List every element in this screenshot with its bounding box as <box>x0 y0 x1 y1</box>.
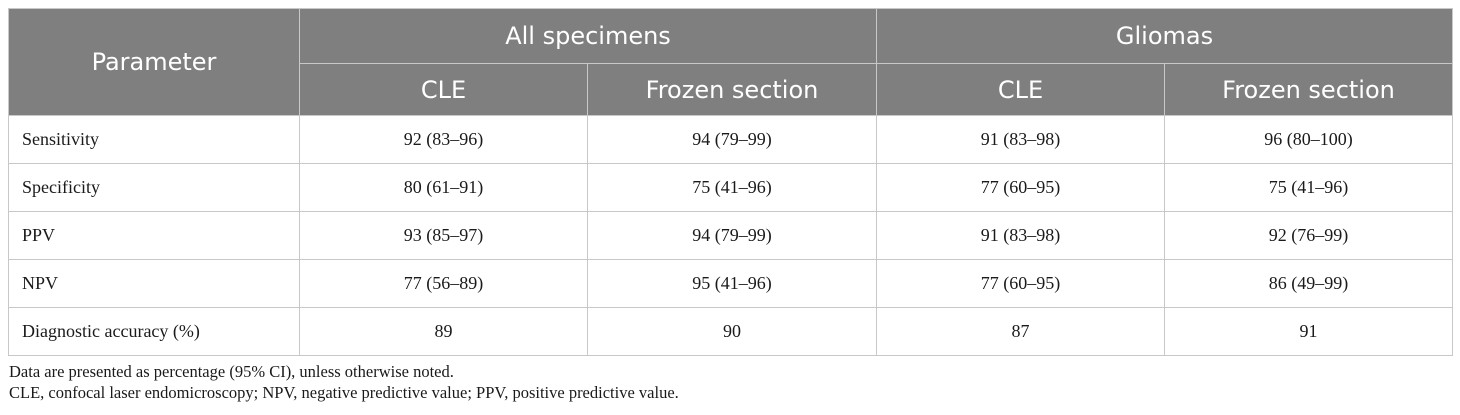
table-cell: 91 (83–98) <box>876 211 1166 260</box>
header-group-all-specimens: All specimens <box>298 8 878 64</box>
header-parameter: Parameter <box>8 8 300 116</box>
table-cell: 77 (60–95) <box>876 163 1166 212</box>
table-cell: 94 (79–99) <box>586 211 878 260</box>
table-cell: 75 (41–96) <box>1164 163 1454 212</box>
footnote-data-presentation: Data are presented as percentage (95% CI… <box>9 362 454 381</box>
table-cell: 80 (61–91) <box>299 163 588 212</box>
row-label: NPV <box>8 259 300 308</box>
header-gliomas-cle: CLE <box>876 63 1166 116</box>
table-cell: 90 <box>586 307 878 356</box>
table-cell: 92 (83–96) <box>299 115 588 164</box>
results-table-container: Parameter All specimens Gliomas CLE Froz… <box>8 8 1454 356</box>
table-cell: 86 (49–99) <box>1164 259 1454 308</box>
table-footnotes: Data are presented as percentage (95% CI… <box>9 361 679 403</box>
row-label: Diagnostic accuracy (%) <box>8 307 300 356</box>
header-gliomas-frozen-section: Frozen section <box>1164 63 1454 116</box>
header-all-cle: CLE <box>299 63 588 116</box>
table-cell: 94 (79–99) <box>586 115 878 164</box>
table-cell: 87 <box>876 307 1166 356</box>
row-label: Sensitivity <box>8 115 300 164</box>
header-row-methods: CLE Frozen section CLE Frozen section <box>9 63 1454 116</box>
table-cell: 93 (85–97) <box>299 211 588 260</box>
table-cell: 96 (80–100) <box>1164 115 1454 164</box>
table-row-specificity: Specificity 80 (61–91) 75 (41–96) 77 (60… <box>8 163 1454 212</box>
table-cell: 91 (83–98) <box>876 115 1166 164</box>
table-cell: 95 (41–96) <box>586 259 878 308</box>
header-all-frozen-section: Frozen section <box>586 63 878 116</box>
table-cell: 77 (60–95) <box>876 259 1166 308</box>
table-row-sensitivity: Sensitivity 92 (83–96) 94 (79–99) 91 (83… <box>8 115 1454 164</box>
table-row-npv: NPV 77 (56–89) 95 (41–96) 77 (60–95) 86 … <box>8 259 1454 308</box>
table-row-ppv: PPV 93 (85–97) 94 (79–99) 91 (83–98) 92 … <box>8 211 1454 260</box>
table-cell: 77 (56–89) <box>299 259 588 308</box>
results-table: Parameter All specimens Gliomas CLE Froz… <box>8 8 1454 356</box>
table-cell: 91 <box>1164 307 1454 356</box>
table-cell: 89 <box>299 307 588 356</box>
row-label: Specificity <box>8 163 300 212</box>
table-cell: 75 (41–96) <box>586 163 878 212</box>
footnote-abbreviations: CLE, confocal laser endomicroscopy; NPV,… <box>9 383 679 402</box>
header-row-groups: Parameter All specimens Gliomas <box>8 8 1454 116</box>
table-row-diagnostic-accuracy: Diagnostic accuracy (%) 89 90 87 91 <box>8 307 1454 356</box>
table-cell: 92 (76–99) <box>1164 211 1454 260</box>
row-label: PPV <box>8 211 300 260</box>
header-group-gliomas: Gliomas <box>876 8 1454 64</box>
